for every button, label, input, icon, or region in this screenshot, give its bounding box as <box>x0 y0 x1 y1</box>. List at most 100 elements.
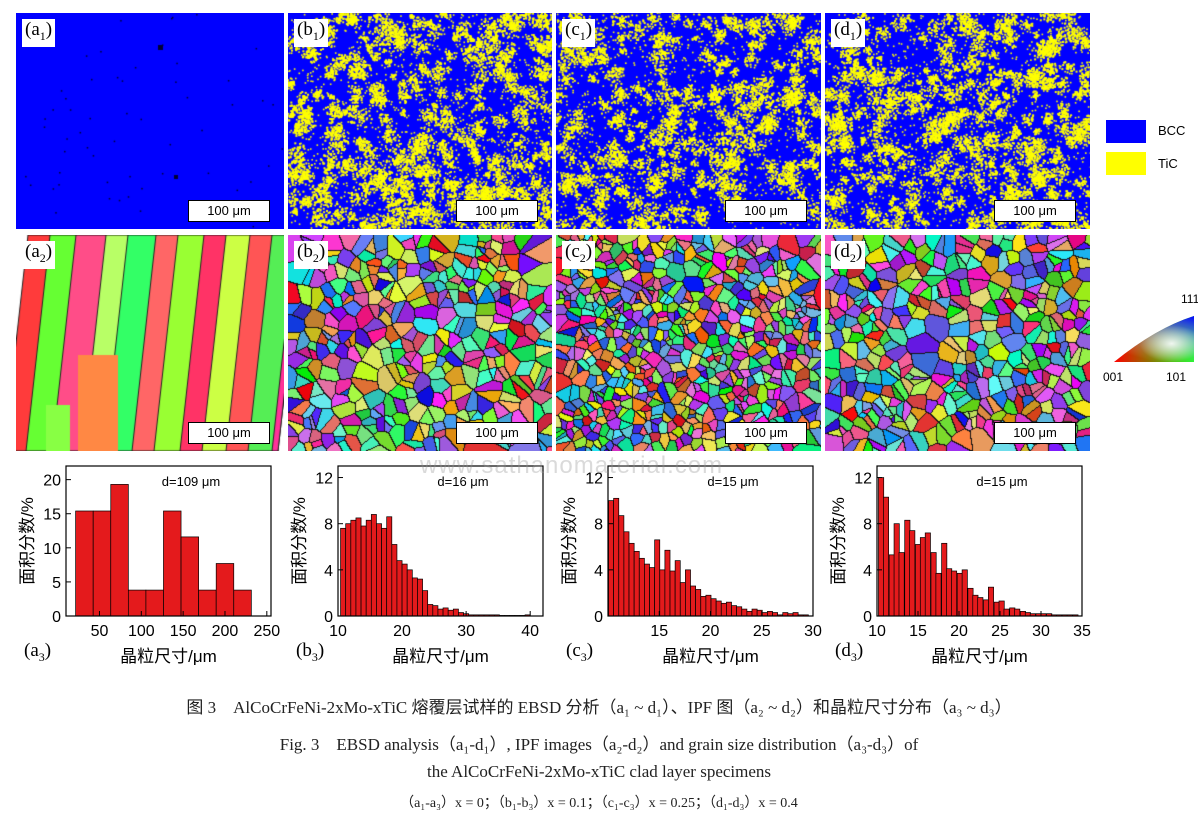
x-axis-label: 晶粒尺寸/μm <box>662 647 759 666</box>
x-tick-label: 30 <box>457 623 475 640</box>
y-axis-label: 面积分数/% <box>560 497 579 585</box>
panel-label-b1: (b1) <box>294 19 329 47</box>
x-tick-label: 30 <box>1032 623 1050 640</box>
x-tick-label: 25 <box>753 623 771 640</box>
y-tick-label: 0 <box>594 609 603 626</box>
histogram-bar <box>893 523 900 617</box>
histogram-bar <box>983 599 990 617</box>
histogram-bar <box>608 500 614 617</box>
histogram-bar <box>741 608 748 617</box>
histogram-bar <box>878 477 885 617</box>
histogram-bar <box>391 544 398 617</box>
histogram-bar <box>664 549 671 617</box>
histogram-bar <box>736 606 743 617</box>
histogram-bar <box>685 569 691 617</box>
y-tick-label: 12 <box>315 471 333 488</box>
panel-label-d3: (d3) <box>835 640 864 664</box>
panel-label-c3: (c3) <box>566 640 594 664</box>
histogram-bar <box>924 532 931 617</box>
y-tick-label: 12 <box>585 471 603 488</box>
y-tick-label: 15 <box>43 507 61 524</box>
y-axis-label: 面积分数/% <box>829 497 848 585</box>
grain-size-histogram-b3: 10 20 30 40 0 4 8 12 d=16 μm 晶粒尺寸/μm 面积分数/% <box>290 465 544 666</box>
histogram-bar <box>376 523 382 617</box>
histogram-bar <box>946 568 953 617</box>
histogram-bar <box>767 611 773 617</box>
scale-bar-d2: 100 μm <box>994 422 1076 444</box>
histogram-bar <box>951 570 958 617</box>
phase-map-c1: (c1) 100 μm <box>556 13 821 229</box>
mean-size-annotation: d=109 μm <box>162 474 220 489</box>
histogram-bar <box>355 517 362 617</box>
ipf-map-a2: (a2) 100 μm <box>16 235 284 451</box>
histogram-bar <box>726 601 732 617</box>
histogram-bar <box>679 582 686 617</box>
histogram-bar <box>345 523 352 617</box>
x-tick-label: 15 <box>650 623 668 640</box>
x-tick-label: 35 <box>1073 623 1091 640</box>
y-tick-label: 8 <box>863 517 872 534</box>
scale-bar-b2: 100 μm <box>456 422 538 444</box>
ipf-label-101: 101 <box>1166 370 1187 384</box>
x-tick-label: 30 <box>804 623 822 640</box>
y-tick-label: 0 <box>324 609 333 626</box>
y-tick-label: 4 <box>863 563 872 580</box>
histogram-bar <box>365 519 372 617</box>
histogram-bar <box>92 510 112 617</box>
ipf-color-triangle <box>1114 316 1194 362</box>
phase-map-d1-canvas <box>825 13 1090 229</box>
watermark: www.sathanomaterial.com <box>420 452 724 479</box>
histogram-bar <box>381 527 388 617</box>
histogram-bar <box>988 586 994 617</box>
grain-size-histogram-c3: 15 20 25 30 0 4 8 12 d=15 μm 晶粒尺寸/μm 面积分数/% <box>560 465 822 666</box>
legend-label-bcc: BCC <box>1158 123 1186 138</box>
histogram-bar <box>370 514 377 617</box>
ipf-map-d2: (d2) 100 μm <box>825 235 1090 451</box>
x-tick-label: 50 <box>91 623 109 640</box>
grain-size-histogram-a3: 50 100 150 200 250 0 5 10 15 20 d=109 μm 晶粒尺寸/μm 面积分… <box>18 465 280 666</box>
legend-label-tic: TiC <box>1158 156 1178 171</box>
histogram-bar <box>350 519 357 617</box>
y-axis-label: 面积分数/% <box>290 497 309 585</box>
panel-label-a3: (a3) <box>24 640 52 664</box>
histogram-bar <box>447 609 454 617</box>
legend-swatch-tic <box>1106 152 1146 175</box>
histogram-bar <box>215 563 235 617</box>
histogram-bar <box>669 570 676 617</box>
histogram-bar <box>386 516 393 617</box>
legend-swatch-bcc <box>1106 120 1146 143</box>
histogram-bar <box>961 569 968 617</box>
y-tick-label: 12 <box>854 471 872 488</box>
histogram-bar <box>406 569 413 617</box>
x-tick-label: 15 <box>909 623 927 640</box>
histogram-bar <box>1003 608 1010 617</box>
caption-english-line1: Fig. 3 EBSD analysis（a₁-d₁）, IPF images（… <box>279 735 919 754</box>
histogram-bar <box>930 552 937 617</box>
histogram-bar <box>674 560 681 617</box>
phase-map-d1: (d1) 100 μm <box>825 13 1090 229</box>
histogram-bar <box>613 497 620 617</box>
histogram-bar <box>909 530 916 617</box>
histogram-bar <box>422 590 429 617</box>
histogram-bar <box>898 552 905 617</box>
histogram-bar <box>919 537 926 617</box>
ipf-label-001: 001 <box>1103 370 1124 384</box>
y-tick-label: 4 <box>594 563 603 580</box>
histogram-bar <box>935 572 942 617</box>
histogram-bar <box>401 563 408 617</box>
histogram-bar <box>1009 607 1016 617</box>
scale-bar-a1: 100 μm <box>188 200 270 222</box>
panel-label-b2: (b2) <box>294 241 329 269</box>
scale-bar-a2: 100 μm <box>188 422 270 444</box>
histogram-bar <box>967 587 974 617</box>
histogram-bar <box>442 607 449 617</box>
phase-map-a1-canvas <box>16 13 284 229</box>
ipf-map-c2: (c2) 100 μm <box>556 235 821 451</box>
x-tick-label: 10 <box>329 623 347 640</box>
x-tick-label: 250 <box>253 623 280 640</box>
plot-frame <box>65 465 272 617</box>
y-tick-label: 4 <box>324 563 333 580</box>
ipf-map-d2-canvas <box>825 235 1090 451</box>
scale-bar-d1: 100 μm <box>994 200 1076 222</box>
histogram-bar <box>883 496 889 617</box>
